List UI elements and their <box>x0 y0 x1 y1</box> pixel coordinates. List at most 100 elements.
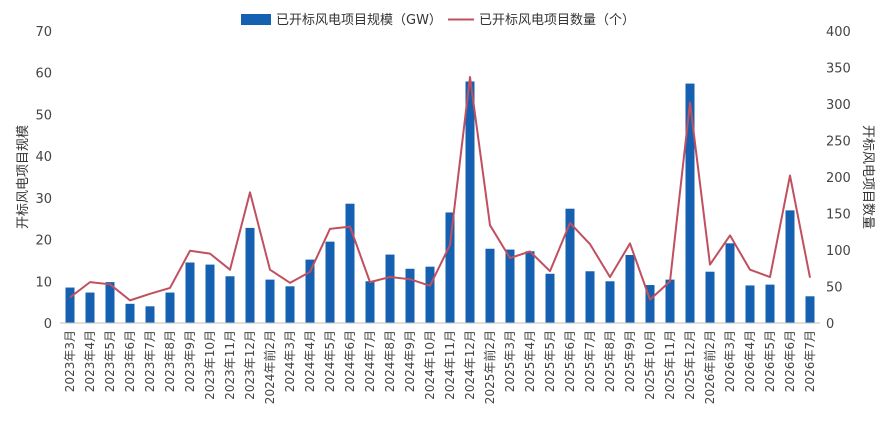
y-axis-right-title: 开标风电项目数量 <box>860 125 875 229</box>
x-tick-12: 2024年4月 <box>303 330 317 392</box>
bar-8 <box>225 276 235 323</box>
bar-28 <box>625 255 635 323</box>
bar-7 <box>205 264 215 323</box>
bar-11 <box>285 286 295 323</box>
bar-31 <box>685 83 695 323</box>
bar-33 <box>725 243 735 323</box>
bar-16 <box>385 254 395 323</box>
y-right-tick-2: 100 <box>826 244 851 259</box>
bar-26 <box>585 271 595 323</box>
y-left-tick-5: 50 <box>35 108 52 123</box>
y-right-tick-8: 400 <box>826 25 851 40</box>
y-left-tick-6: 60 <box>35 67 52 82</box>
x-tick-33: 2026年3月 <box>723 330 737 392</box>
y-left-tick-2: 20 <box>35 234 52 249</box>
x-tick-37: 2026年7月 <box>803 330 817 392</box>
bar-23 <box>525 251 535 323</box>
bar-20 <box>465 81 475 323</box>
x-tick-16: 2024年8月 <box>383 330 397 392</box>
legend-bar-label: 已开标风电项目规模（GW） <box>276 13 442 28</box>
y-left-tick-3: 30 <box>35 192 52 207</box>
bar-22 <box>505 249 515 323</box>
x-tick-13: 2024年5月 <box>323 330 337 392</box>
x-tick-29: 2025年10月 <box>643 330 657 400</box>
bar-25 <box>565 208 575 323</box>
y-left-tick-1: 10 <box>35 275 52 290</box>
legend: 已开标风电项目规模（GW） 已开标风电项目数量（个） <box>241 13 635 28</box>
bar-4 <box>145 306 155 323</box>
x-tick-6: 2023年9月 <box>183 330 197 392</box>
bar-27 <box>605 281 615 323</box>
y-left-tick-4: 40 <box>35 150 52 165</box>
bar-21 <box>485 248 495 323</box>
bar-series <box>65 81 815 323</box>
x-tick-34: 2026年4月 <box>743 330 757 392</box>
x-tick-20: 2024年12月 <box>463 330 477 400</box>
bar-29 <box>645 285 655 323</box>
x-tick-36: 2026年6月 <box>783 330 797 392</box>
x-tick-3: 2023年6月 <box>123 330 137 392</box>
bar-5 <box>165 292 175 323</box>
y-right-tick-5: 250 <box>826 135 851 150</box>
x-tick-15: 2024年7月 <box>363 330 377 392</box>
bar-1 <box>85 292 95 323</box>
x-tick-8: 2023年11月 <box>223 330 237 400</box>
bar-13 <box>325 241 335 323</box>
x-tick-31: 2025年12月 <box>683 330 697 400</box>
x-tick-18: 2024年10月 <box>423 330 437 400</box>
bar-18 <box>425 266 435 323</box>
bar-0 <box>65 287 75 323</box>
bar-19 <box>445 212 455 323</box>
x-tick-17: 2024年9月 <box>403 330 417 392</box>
x-tick-27: 2025年8月 <box>603 330 617 392</box>
x-tick-21: 2025年前2月 <box>482 330 497 404</box>
x-tick-22: 2025年3月 <box>503 330 517 392</box>
bar-32 <box>705 271 715 323</box>
y-axis-left-ticks: 0 10 20 30 40 50 60 70 <box>35 25 52 332</box>
bar-10 <box>265 279 275 323</box>
x-tick-10: 2024年前2月 <box>262 330 277 404</box>
bar-24 <box>545 273 555 323</box>
x-tick-2: 2023年5月 <box>103 330 117 392</box>
y-right-tick-3: 150 <box>826 208 851 223</box>
y-axis-left-title: 开标风电项目规模 <box>16 125 31 229</box>
bar-35 <box>765 284 775 323</box>
y-left-tick-7: 70 <box>35 25 52 40</box>
bar-3 <box>125 303 135 323</box>
bar-36 <box>785 210 795 323</box>
x-tick-7: 2023年10月 <box>203 330 217 400</box>
x-tick-5: 2023年8月 <box>163 330 177 392</box>
x-tick-30: 2025年11月 <box>663 330 677 400</box>
legend-bar-swatch <box>241 14 271 25</box>
x-axis-ticks: 2023年3月 2023年4月 2023年5月 2023年6月 2023年7月 2023年… <box>63 330 817 404</box>
x-tick-1: 2023年4月 <box>83 330 97 392</box>
x-tick-23: 2025年4月 <box>523 330 537 392</box>
x-tick-28: 2025年9月 <box>623 330 637 392</box>
y-axis-right-ticks: 0 50 100 150 200 250 300 350 400 <box>826 25 851 332</box>
y-right-tick-0: 0 <box>826 317 834 332</box>
x-tick-24: 2025年5月 <box>543 330 557 392</box>
x-tick-19: 2024年11月 <box>443 330 457 400</box>
x-tick-25: 2025年6月 <box>563 330 577 392</box>
x-tick-9: 2023年12月 <box>243 330 257 400</box>
x-tick-35: 2026年5月 <box>763 330 777 392</box>
x-tick-26: 2025年7月 <box>583 330 597 392</box>
x-tick-4: 2023年7月 <box>143 330 157 392</box>
x-tick-32: 2026年前2月 <box>702 330 717 404</box>
bar-12 <box>305 259 315 323</box>
x-tick-0: 2023年3月 <box>63 330 77 392</box>
bar-17 <box>405 268 415 323</box>
count-line <box>69 75 811 302</box>
bar-6 <box>185 262 195 323</box>
y-right-tick-4: 200 <box>826 171 851 186</box>
bar-30 <box>665 279 675 323</box>
y-left-tick-0: 0 <box>44 317 52 332</box>
line-series <box>69 75 811 302</box>
legend-line-label: 已开标风电项目数量（个） <box>479 13 635 28</box>
y-right-tick-7: 350 <box>826 62 851 77</box>
bar-14 <box>345 203 355 323</box>
bar-9 <box>245 227 255 323</box>
x-tick-11: 2024年3月 <box>283 330 297 392</box>
y-right-tick-1: 50 <box>826 281 843 296</box>
